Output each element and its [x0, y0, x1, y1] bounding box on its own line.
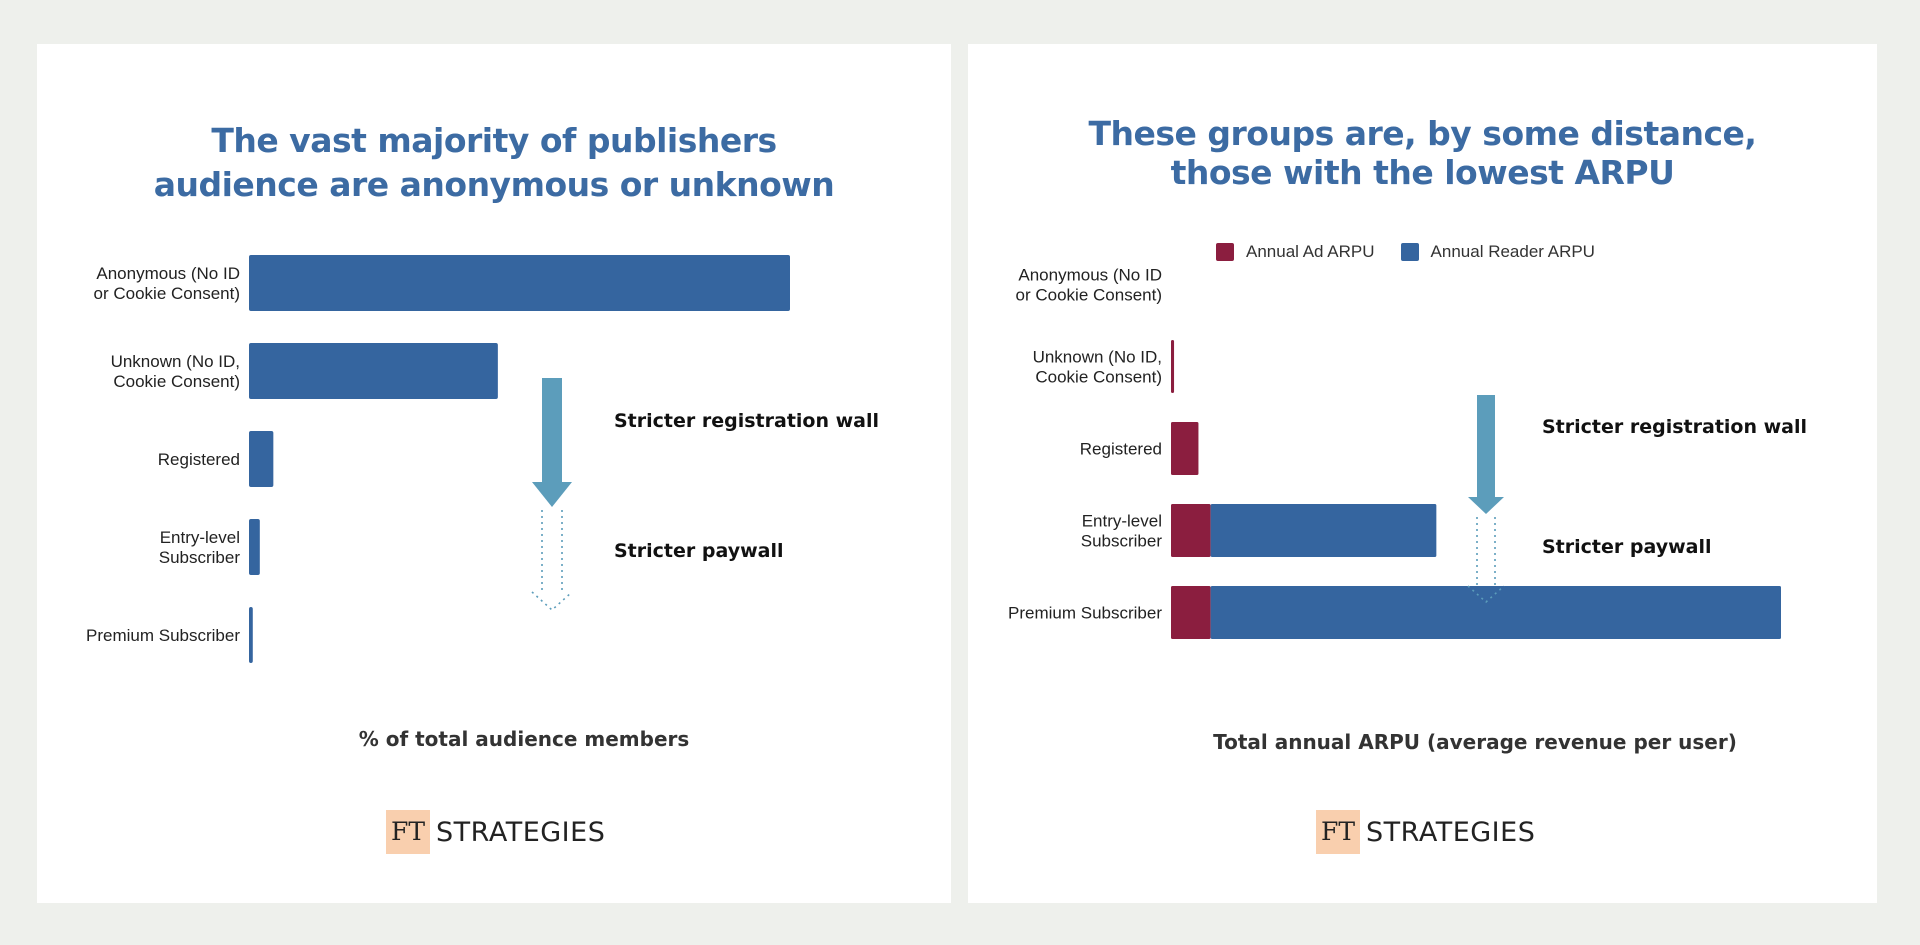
category-label-anonymous-no-id-or-cookie-consent: Anonymous (No ID or Cookie Consent) [1016, 266, 1162, 305]
left-bar-chart: Anonymous (No ID or Cookie Consent) Unknow… [86, 255, 879, 663]
annotation-registration-wall: Stricter registration wall [614, 410, 879, 432]
chart-legend: Annual Ad ARPU Annual Reader ARPU [1216, 242, 1621, 262]
legend-label-reader: Annual Reader ARPU [1430, 242, 1595, 261]
bar-premium-subscriber [249, 607, 253, 663]
bar-registered [249, 431, 274, 487]
category-label-registered: Registered [1080, 440, 1162, 459]
legend-item-reader-arpu: Annual Reader ARPU [1400, 242, 1595, 262]
ft-strategies-logo: FT STRATEGIES [1316, 810, 1535, 854]
bar-unknown-no-id-cookie-consent-ad-arpu [1171, 340, 1175, 393]
category-label-premium-subscriber: Premium Subscriber [1008, 604, 1162, 623]
left-x-axis-label: % of total audience members [358, 727, 690, 751]
category-label-unknown-no-id-cookie-consent: Unknown (No ID, Cookie Consent) [1033, 348, 1162, 387]
bar-unknown-no-id-cookie-consent [249, 343, 498, 399]
bar-entry-level-subscriber [249, 519, 260, 575]
logo-text: STRATEGIES [436, 816, 606, 848]
category-label-unknown-no-id-cookie-consent: Unknown (No ID, Cookie Consent) [111, 352, 240, 391]
right-panel: These groups are, by some distance, thos… [968, 44, 1877, 903]
legend-item-ad-arpu: Annual Ad ARPU [1216, 242, 1375, 262]
category-label-entry-level-subscriber: Entry-level Subscriber [1081, 512, 1163, 551]
left-chart-title: The vast majority of publishers audience… [153, 121, 835, 204]
left-panel: The vast majority of publishers audience… [37, 44, 951, 903]
registration-arrow-icon [1468, 395, 1504, 514]
legend-swatch-ad [1216, 243, 1234, 261]
annotation-paywall: Stricter paywall [1542, 536, 1712, 558]
bar-entry-level-subscriber-ad-arpu [1171, 504, 1211, 557]
category-label-entry-level-subscriber: Entry-level Subscriber [159, 528, 241, 567]
bar-premium-subscriber-reader-arpu [1210, 586, 1781, 639]
right-x-axis-label: Total annual ARPU (average revenue per u… [1213, 730, 1737, 754]
ft-strategies-logo: FT STRATEGIES [386, 810, 605, 854]
right-chart-title: These groups are, by some distance, thos… [1088, 114, 1757, 192]
bar-premium-subscriber-ad-arpu [1171, 586, 1211, 639]
annotation-paywall: Stricter paywall [614, 540, 784, 562]
registration-arrow-icon [532, 378, 572, 507]
paywall-arrow-icon [1467, 517, 1505, 604]
logo-mark: FT [1316, 810, 1361, 854]
bar-registered-ad-arpu [1171, 422, 1199, 475]
bar-entry-level-subscriber-reader-arpu [1210, 504, 1437, 557]
logo-mark: FT [386, 810, 431, 854]
category-label-premium-subscriber: Premium Subscriber [86, 626, 240, 645]
annotation-registration-wall: Stricter registration wall [1542, 416, 1807, 438]
right-stacked-bar-chart: Anonymous (No ID or Cookie Consent) Unknow… [1008, 266, 1807, 639]
logo-text: STRATEGIES [1366, 816, 1536, 848]
category-label-anonymous-no-id-or-cookie-consent: Anonymous (No ID or Cookie Consent) [94, 264, 240, 303]
paywall-arrow-icon [531, 510, 573, 612]
legend-swatch-reader [1400, 243, 1419, 261]
category-label-registered: Registered [158, 450, 240, 469]
legend-label-ad: Annual Ad ARPU [1246, 242, 1375, 261]
bar-anonymous-no-id-or-cookie-consent [249, 255, 790, 311]
